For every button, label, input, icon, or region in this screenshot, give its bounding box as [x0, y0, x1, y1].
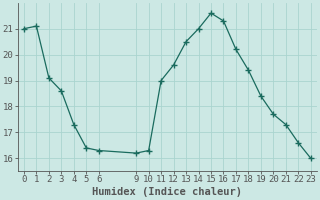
- X-axis label: Humidex (Indice chaleur): Humidex (Indice chaleur): [92, 187, 242, 197]
